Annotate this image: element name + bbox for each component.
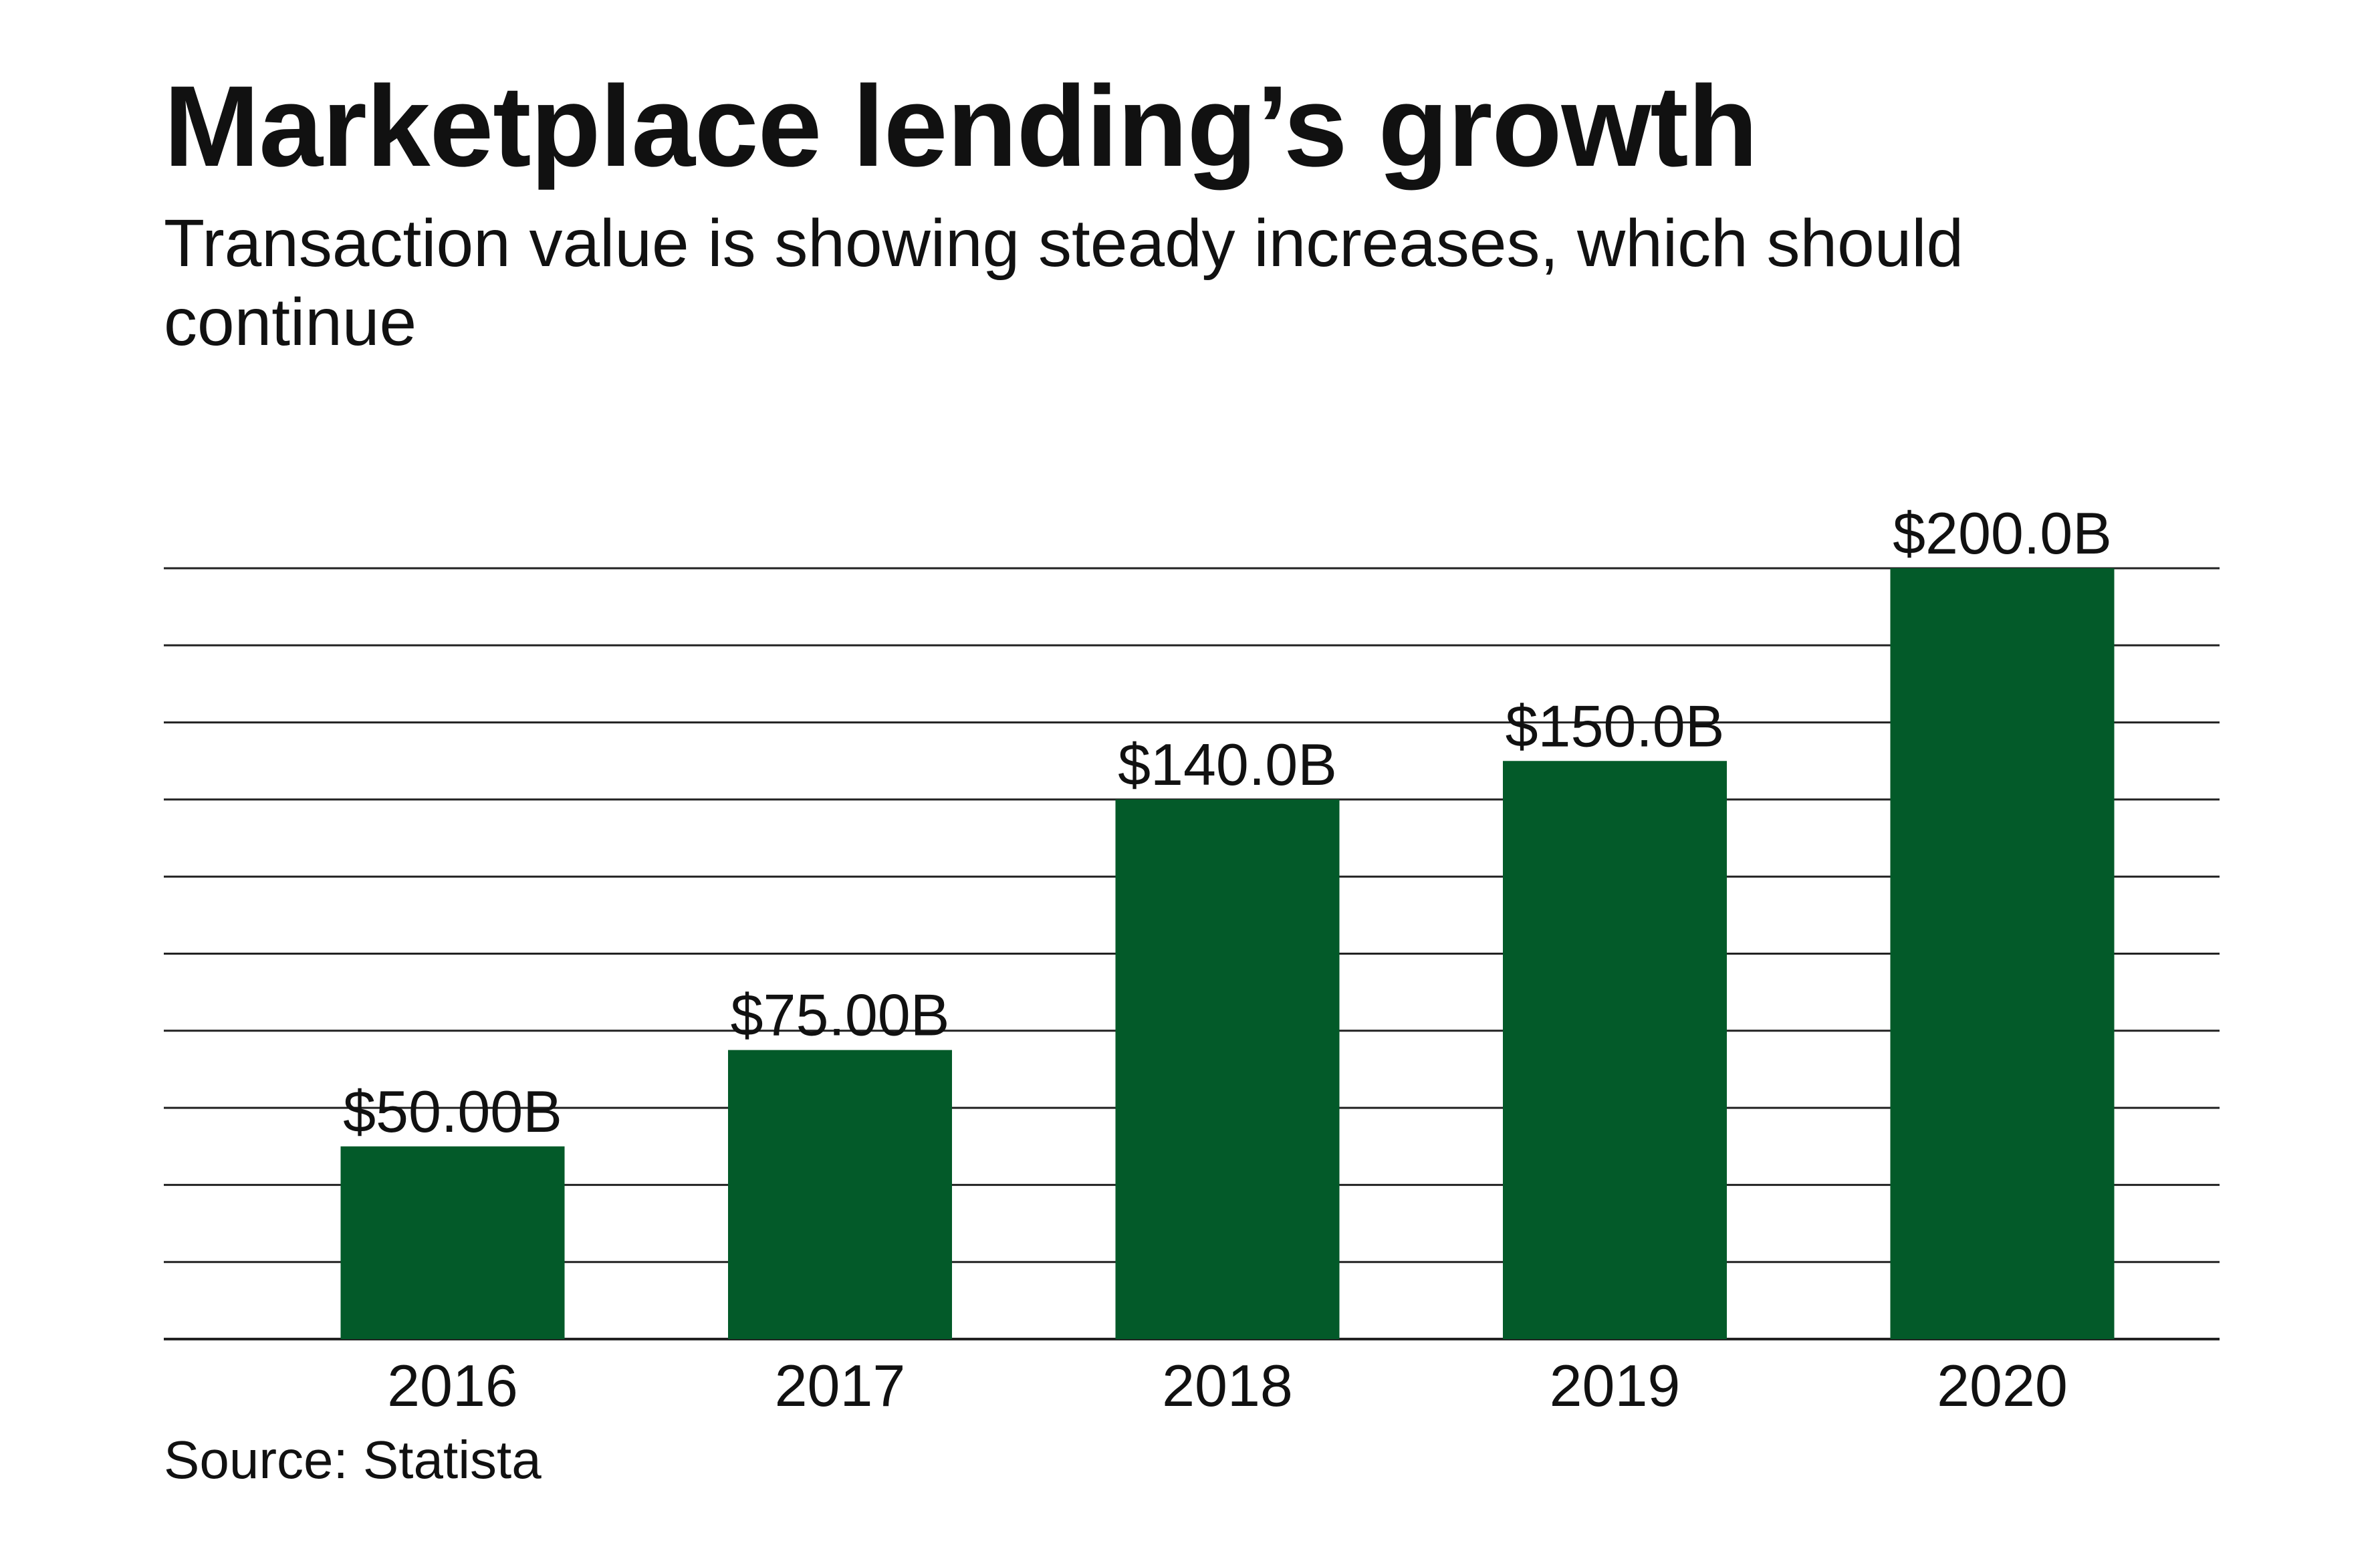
data-label-2019: $150.0B xyxy=(1506,693,1725,759)
chart-title: Marketplace lending’s growth xyxy=(164,62,1758,191)
bars xyxy=(340,568,2115,1339)
chart-subtitle: Transaction value is showing steady incr… xyxy=(164,206,1964,360)
bar-2018 xyxy=(1115,799,1340,1339)
x-tick-label-2020: 2020 xyxy=(1937,1352,2068,1419)
data-label-2018: $140.0B xyxy=(1118,731,1337,798)
bar-2017 xyxy=(728,1050,952,1339)
data-label-2017: $75.00B xyxy=(731,982,950,1048)
x-tick-label-2019: 2019 xyxy=(1550,1352,1681,1419)
data-label-2020: $200.0B xyxy=(1893,500,2112,566)
x-axis-tick-labels: 2016 2017 2018 2019 2020 xyxy=(387,1352,2068,1419)
bar-2020 xyxy=(1890,568,2115,1339)
x-tick-label-2017: 2017 xyxy=(775,1352,906,1419)
data-label-2016: $50.00B xyxy=(343,1078,562,1145)
x-tick-label-2016: 2016 xyxy=(387,1352,518,1419)
bar-2019 xyxy=(1503,761,1727,1339)
bar-data-labels: $50.00B $75.00B $140.0B $150.0B $200.0B xyxy=(343,500,2112,1145)
source-note: Source: Statista xyxy=(164,1430,542,1489)
x-tick-label-2018: 2018 xyxy=(1162,1352,1293,1419)
bar-2016 xyxy=(340,1146,565,1339)
